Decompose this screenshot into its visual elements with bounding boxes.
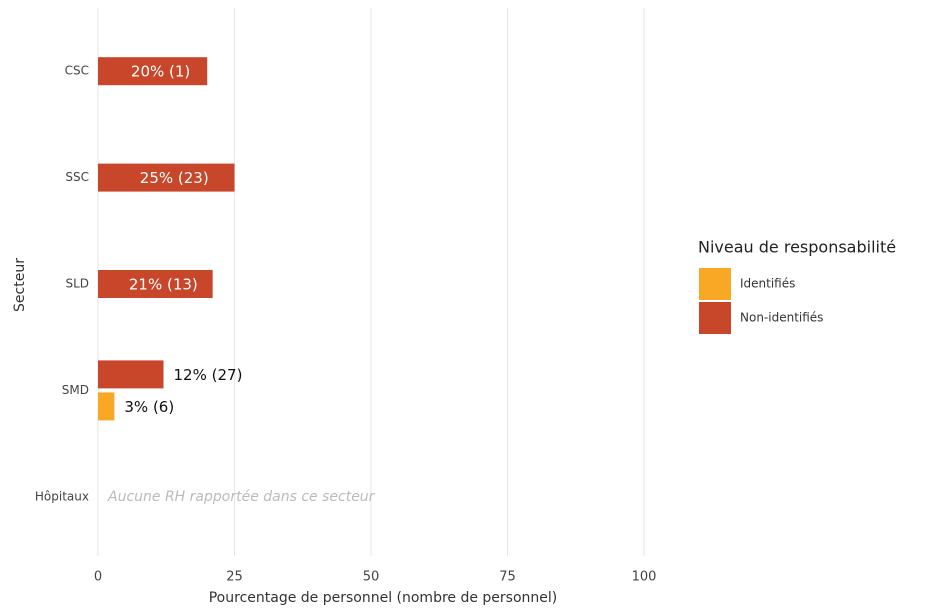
x-tick-label: 75 xyxy=(499,570,516,585)
legend-swatch xyxy=(699,302,731,334)
y-tick-label: Hôpitaux xyxy=(35,489,89,503)
legend-label: Non-identifiés xyxy=(740,311,823,325)
data-label: 20% (1) xyxy=(131,63,190,81)
bar xyxy=(98,163,235,192)
x-tick-label: 50 xyxy=(363,570,380,585)
x-tick-label: 25 xyxy=(226,570,243,585)
bar xyxy=(98,270,213,298)
bar xyxy=(98,57,208,86)
data-label: 25% (23) xyxy=(140,169,209,187)
x-axis-title: Pourcentage de personnel (nombre de pers… xyxy=(209,590,558,606)
legend-swatch xyxy=(699,268,731,300)
bar xyxy=(98,392,115,421)
y-tick-label: SMD xyxy=(62,383,89,397)
legend-label: Identifiés xyxy=(740,277,795,291)
bar xyxy=(98,360,164,389)
data-label: 21% (13) xyxy=(129,276,198,294)
annotation: Aucune RH rapportée dans ce secteur xyxy=(107,489,376,505)
y-tick-label: SLD xyxy=(65,277,89,291)
x-tick-label: 100 xyxy=(632,570,657,585)
y-axis-title: Secteur xyxy=(12,258,28,312)
x-tick-label: 0 xyxy=(94,570,102,585)
legend-title: Niveau de responsabilité xyxy=(698,238,896,257)
data-label: 12% (27) xyxy=(174,366,243,384)
data-label: 3% (6) xyxy=(124,398,174,416)
y-tick-label: SSC xyxy=(65,170,89,184)
y-tick-label: CSC xyxy=(65,64,89,78)
